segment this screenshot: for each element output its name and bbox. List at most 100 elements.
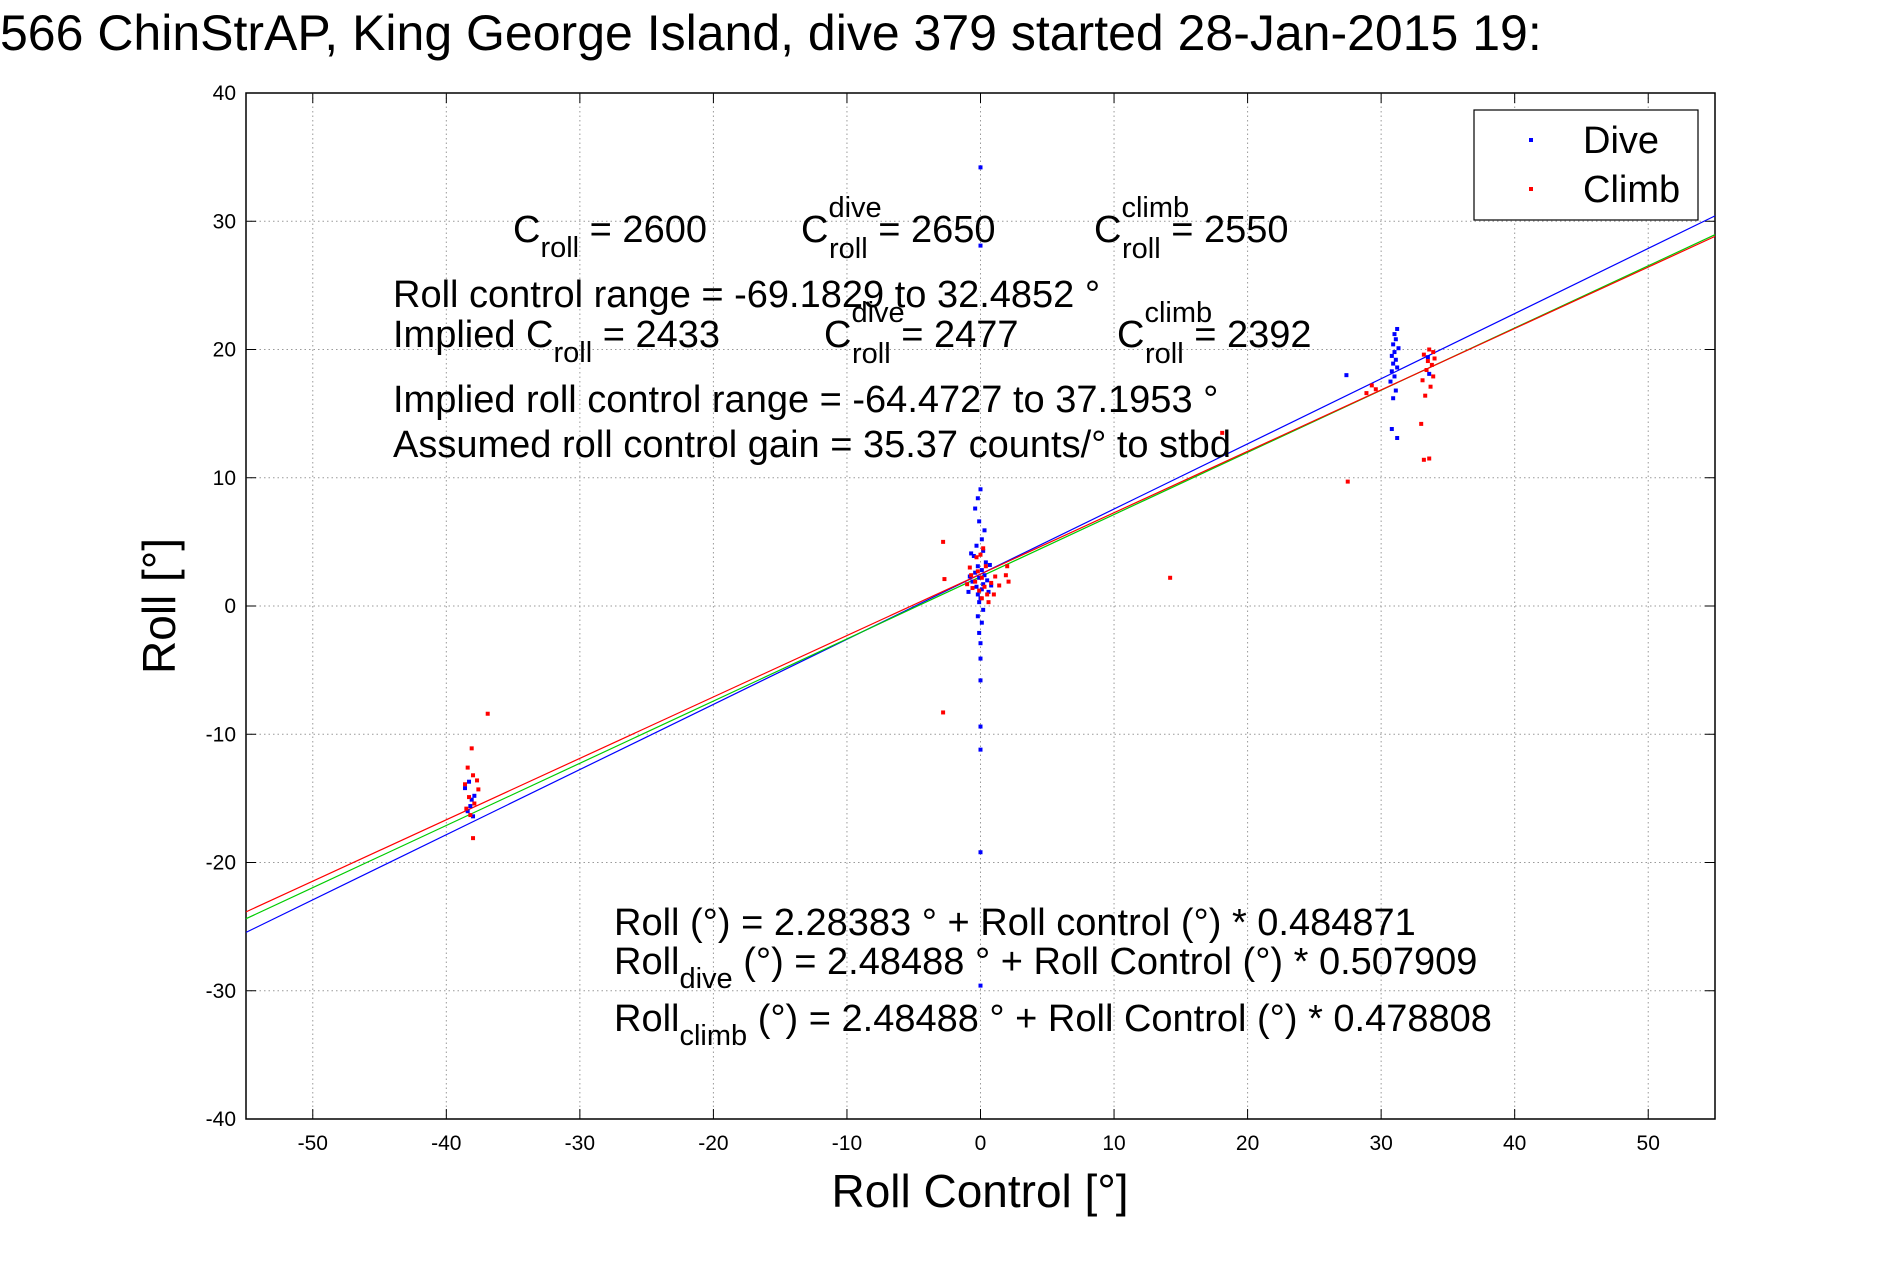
data-point	[978, 656, 983, 661]
data-point	[978, 724, 983, 729]
data-point	[1420, 378, 1425, 383]
data-point	[1005, 564, 1010, 569]
data-point	[941, 710, 946, 715]
x-tick-label: -40	[431, 1132, 461, 1155]
data-point	[1391, 396, 1396, 401]
data-point	[1395, 365, 1400, 370]
data-point	[469, 746, 474, 751]
data-point	[1391, 361, 1396, 366]
data-point	[1388, 379, 1393, 384]
data-point	[966, 589, 971, 594]
data-point	[1431, 374, 1436, 379]
data-point	[977, 575, 982, 580]
data-point	[1006, 579, 1011, 584]
y-tick-label: 20	[213, 339, 236, 362]
y-tick-label: 0	[224, 595, 236, 618]
series-climb	[463, 347, 1437, 841]
data-point	[1427, 371, 1432, 376]
data-point	[975, 569, 980, 574]
legend-marker-dive	[1529, 138, 1533, 142]
data-point	[942, 577, 947, 582]
data-point	[970, 586, 975, 591]
data-point	[1392, 332, 1397, 337]
data-point	[974, 543, 979, 548]
data-point	[978, 487, 983, 492]
data-point	[1389, 353, 1394, 358]
data-point	[471, 773, 476, 778]
legend-label-climb: Climb	[1583, 169, 1680, 211]
annotation-implied-c-roll: Implied Croll = 2433	[393, 314, 720, 369]
data-point	[974, 555, 979, 560]
y-tick-label: -40	[206, 1108, 236, 1131]
legend-label-dive: Dive	[1583, 120, 1659, 162]
data-point	[468, 813, 473, 818]
data-point	[1373, 387, 1378, 392]
data-point	[979, 620, 984, 625]
annotation-c-roll: Croll = 2600	[513, 209, 707, 264]
annotation-c-roll-climb: Cclimb roll = 2550	[1094, 192, 1289, 265]
annotation-implied-range: Implied roll control range = -64.4727 to…	[393, 379, 1218, 421]
data-point	[463, 786, 468, 791]
x-axis-ticks: -50 -40 -30 -20 -10 0 10 20 30 40 50	[298, 93, 1660, 1155]
legend-marker-climb	[1529, 187, 1533, 191]
y-tick-label: -10	[206, 723, 236, 746]
data-point	[978, 552, 983, 557]
data-point	[989, 580, 994, 585]
data-point	[975, 564, 980, 569]
data-point	[464, 806, 469, 811]
data-point	[1423, 393, 1428, 398]
data-point	[1395, 326, 1400, 331]
y-tick-label: 30	[213, 210, 236, 233]
data-point	[978, 747, 983, 752]
data-point	[981, 607, 986, 612]
y-axis-ticks: -40 -30 -20 -10 0 10 20 30 40	[206, 82, 1715, 1131]
data-point	[465, 765, 470, 770]
data-point	[977, 519, 982, 524]
x-tick-label: 30	[1369, 1132, 1392, 1155]
data-point	[981, 582, 986, 587]
data-point	[1427, 456, 1432, 461]
x-tick-label: 0	[975, 1132, 987, 1155]
data-point	[1389, 369, 1394, 374]
annotation-implied-c-roll-climb: Cclimb roll = 2392	[1117, 297, 1312, 370]
data-point	[476, 787, 481, 792]
data-point	[1395, 435, 1400, 440]
data-point	[981, 548, 986, 553]
data-point	[979, 537, 984, 542]
annotation-range: Roll control range = -69.1829 to 32.4852…	[393, 274, 1100, 316]
data-point	[973, 506, 978, 511]
data-point	[986, 600, 991, 605]
data-point	[982, 573, 987, 578]
equation-climb: Rollclimb (°) = 2.48488 ° + Roll Control…	[614, 998, 1492, 1052]
data-point	[973, 570, 978, 575]
data-point	[986, 589, 991, 594]
data-point	[1429, 362, 1434, 367]
chart-title: 566 ChinStrAP, King George Island, dive …	[0, 5, 1542, 61]
data-point	[1432, 356, 1437, 361]
data-point	[471, 814, 476, 819]
x-tick-label: 20	[1236, 1132, 1259, 1155]
data-point	[981, 546, 986, 551]
data-point	[970, 579, 975, 584]
y-tick-label: 40	[213, 82, 236, 105]
y-tick-label: -30	[206, 980, 236, 1003]
data-point	[978, 243, 983, 248]
x-tick-label: 40	[1503, 1132, 1526, 1155]
data-point	[982, 584, 987, 589]
series-dive	[463, 165, 1432, 988]
annotation-gain: Assumed roll control gain = 35.37 counts…	[393, 424, 1231, 466]
data-point	[1396, 346, 1401, 351]
data-points	[463, 165, 1437, 988]
data-point	[977, 600, 982, 605]
annotation-c-roll-dive: Cdive roll = 2650	[801, 192, 996, 265]
data-point	[472, 793, 477, 798]
data-point	[974, 584, 979, 589]
data-point	[977, 588, 982, 593]
legend: Dive Climb	[1473, 109, 1699, 221]
data-point	[977, 630, 982, 635]
data-point	[1391, 342, 1396, 347]
data-point	[465, 809, 470, 814]
data-point	[485, 711, 490, 716]
data-point	[983, 560, 988, 565]
